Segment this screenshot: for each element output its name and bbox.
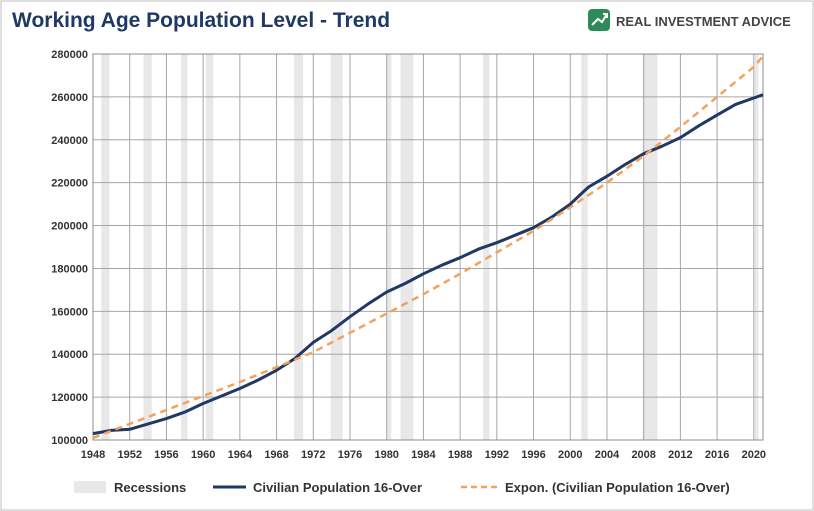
x-tick-label: 1984 [411,449,436,461]
x-tick-label: 2008 [631,449,655,461]
recession-band [294,54,304,440]
x-tick-label: 1988 [448,449,472,461]
x-tick-label: 1948 [81,449,105,461]
recession-band [205,54,214,440]
series-layer [92,55,764,440]
brand-name: REAL INVESTMENT ADVICE [616,14,791,29]
x-tick-label: 1952 [117,449,141,461]
y-tick-label: 220000 [51,178,88,190]
x-tick-label: 2000 [558,449,582,461]
y-tick-label: 280000 [51,49,88,61]
recession-band [642,54,658,440]
recession-band [101,54,110,440]
x-tick-label: 1956 [154,449,178,461]
y-tick-label: 120000 [51,392,88,404]
population-line [92,93,764,436]
y-tick-label: 180000 [51,263,88,275]
y-tick-label: 140000 [51,349,88,361]
y-tick-label: 240000 [51,135,88,147]
x-tick-label: 2020 [742,449,766,461]
x-tick-label: 1960 [191,449,215,461]
x-tick-label: 2016 [705,449,729,461]
x-tick-label: 1964 [228,449,253,461]
x-tick-label: 1968 [264,449,288,461]
recession-band [581,54,588,440]
recession-band [754,54,759,440]
legend-label-population: Civilian Population 16-Over [253,480,422,495]
x-tick-label: 1972 [301,449,325,461]
y-tick-label: 160000 [51,306,88,318]
chart-title: Working Age Population Level - Trend [12,9,390,32]
x-tick-label: 1992 [485,449,509,461]
x-tick-label: 2012 [668,449,692,461]
y-axis-ticks: 100000 120000 140000 160000 180000 200000 2200… [51,49,88,447]
recession-band [181,54,188,440]
x-tick-label: 2004 [595,449,620,461]
x-tick-label: 1976 [338,449,362,461]
recession-band [143,54,152,440]
x-tick-label: 1996 [521,449,545,461]
recession-band [386,54,392,440]
legend-swatch-recessions [74,481,106,493]
plot-area [92,53,764,441]
recession-band [400,54,414,440]
y-tick-label: 200000 [51,221,88,233]
chart-arrow-up-icon [588,9,610,31]
brand-logo: REAL INVESTMENT ADVICE [588,9,791,31]
x-axis-ticks: 1948 1952 1956 1960 1964 1968 1972 1976 1980 1984… [81,449,766,461]
trend-line [92,55,764,440]
x-tick-label: 1980 [374,449,398,461]
recession-band [330,54,343,440]
legend-label-trend: Expon. (Civilian Population 16-Over) [505,480,730,495]
legend: Recessions Civilian Population 16-Over Exp… [74,480,730,495]
y-tick-label: 100000 [51,435,88,447]
y-tick-label: 260000 [51,92,88,104]
legend-label-recessions: Recessions [114,480,186,495]
